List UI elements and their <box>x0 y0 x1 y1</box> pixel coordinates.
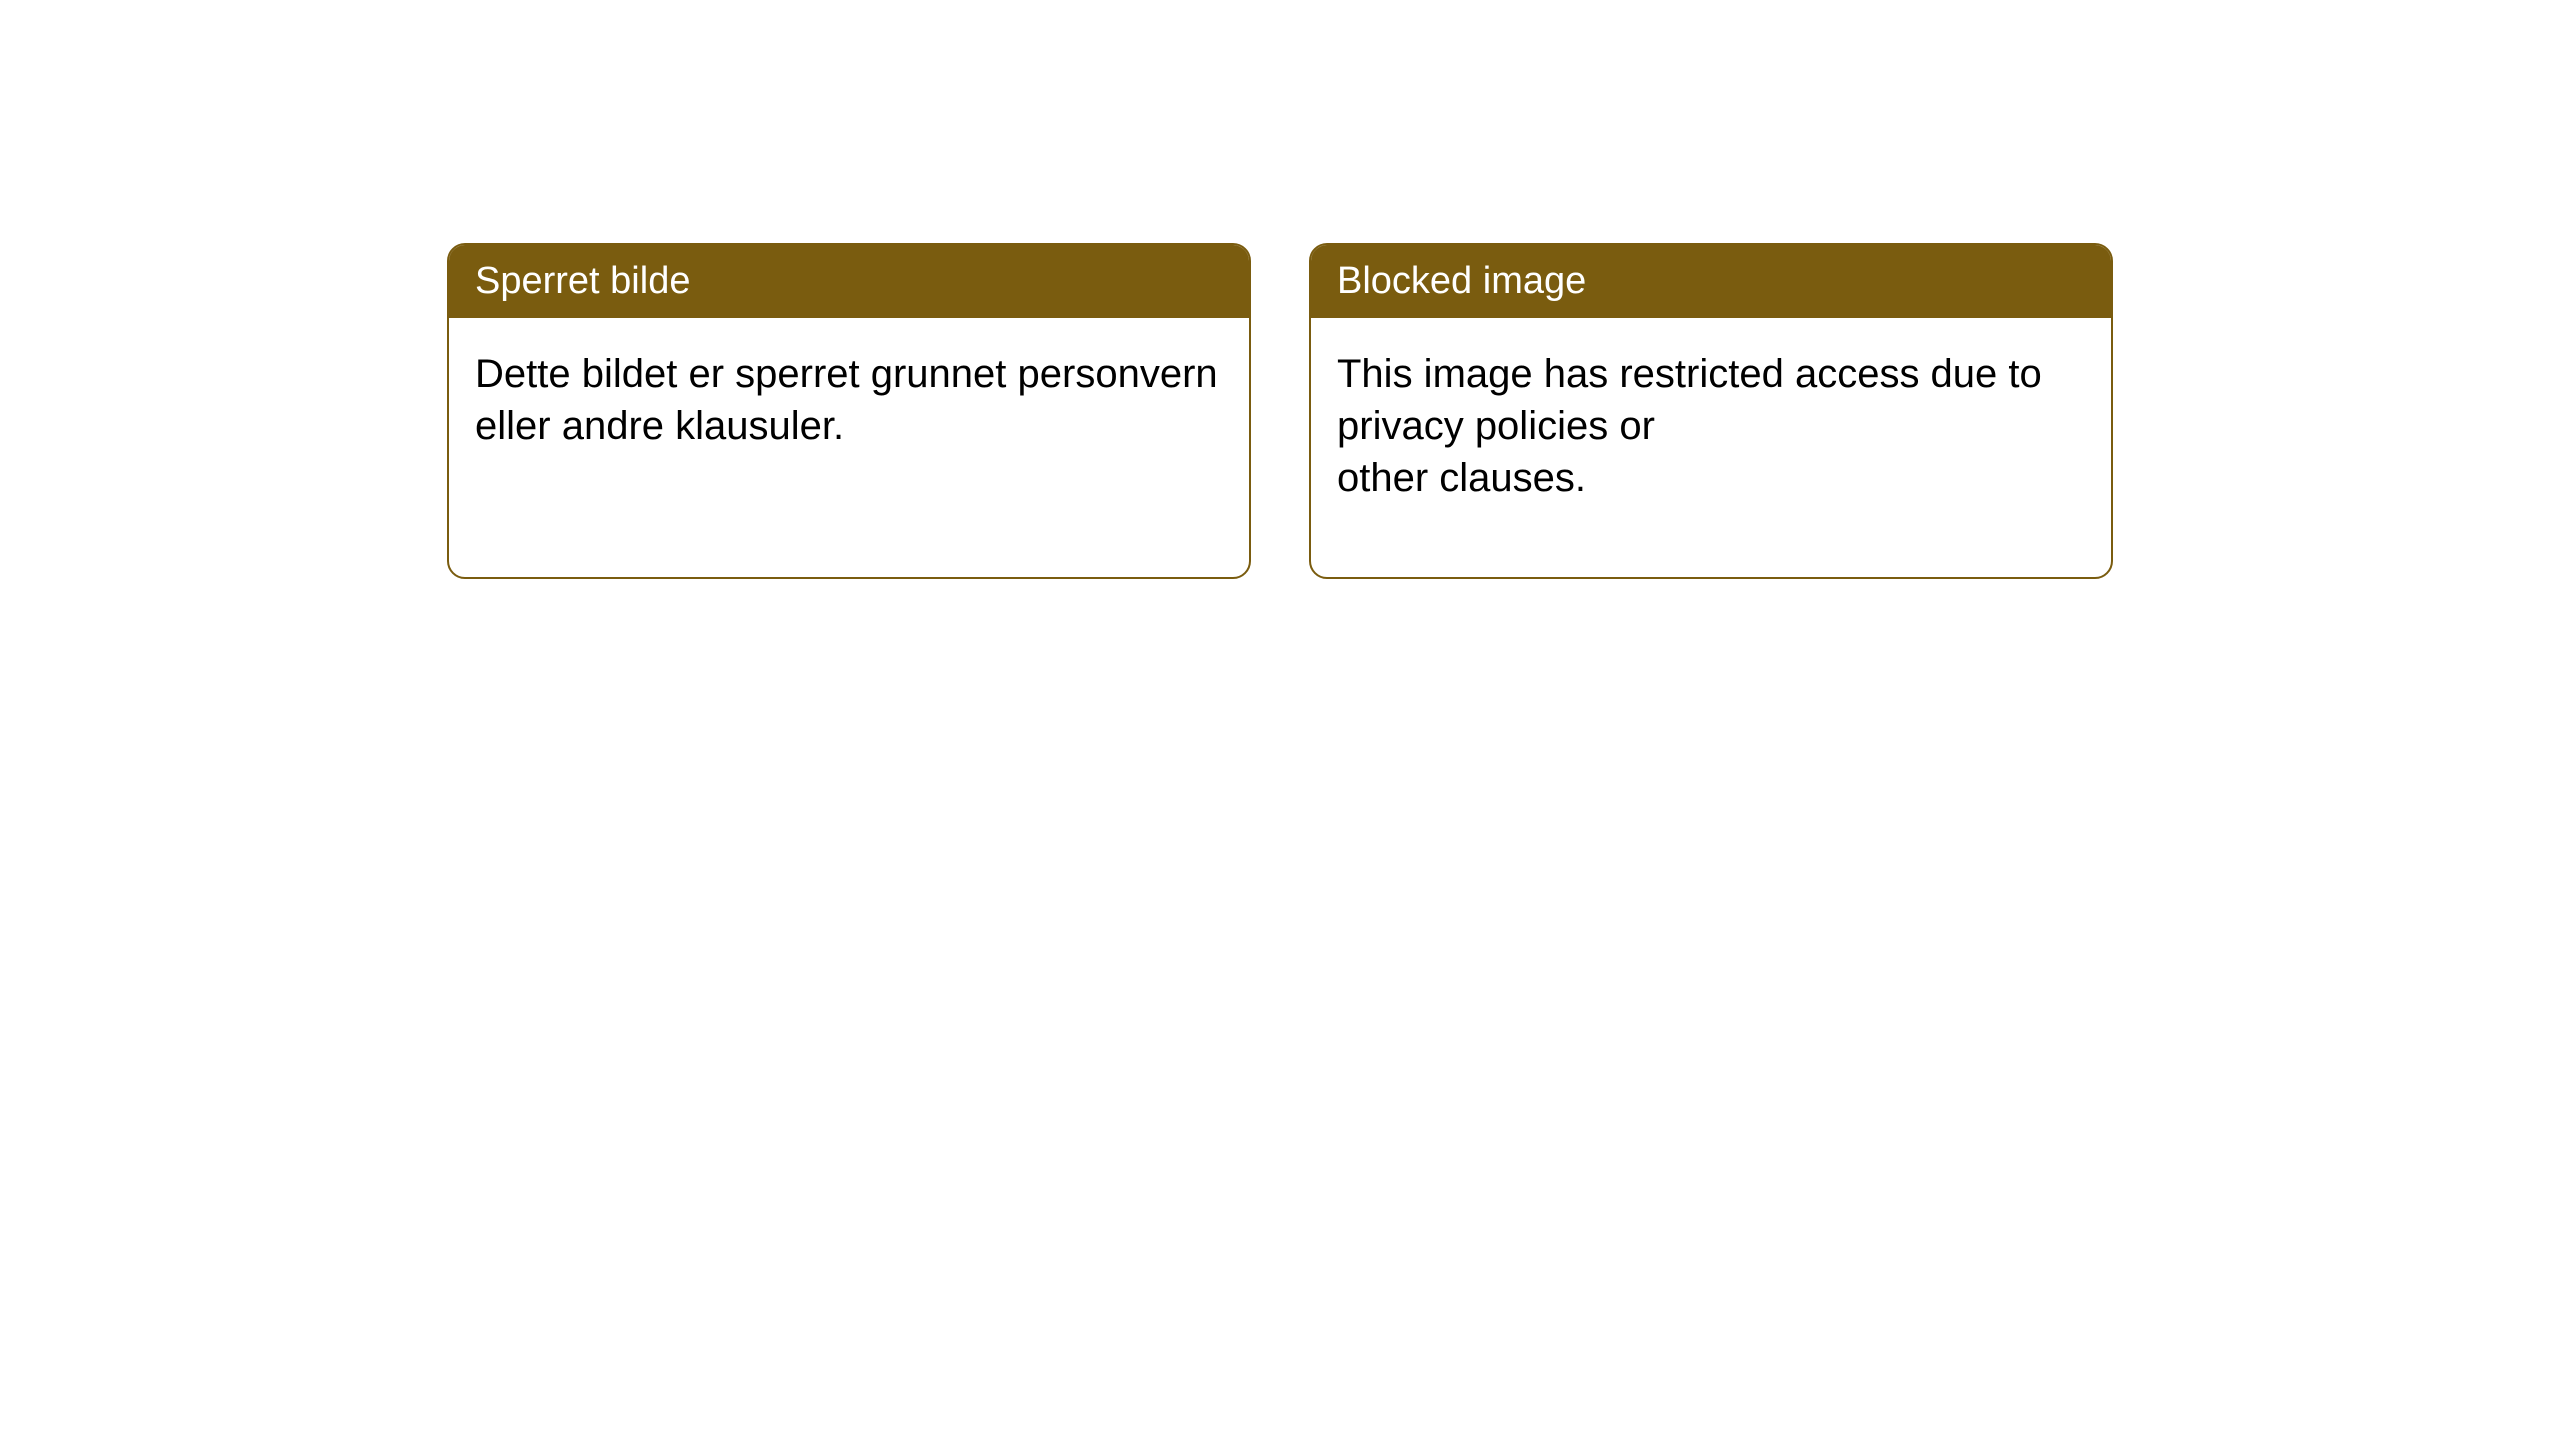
notice-title-norwegian: Sperret bilde <box>449 245 1249 318</box>
notice-container: Sperret bilde Dette bildet er sperret gr… <box>0 0 2560 579</box>
notice-card-norwegian: Sperret bilde Dette bildet er sperret gr… <box>447 243 1251 579</box>
notice-body-english: This image has restricted access due to … <box>1311 318 2111 534</box>
notice-card-english: Blocked image This image has restricted … <box>1309 243 2113 579</box>
notice-body-norwegian: Dette bildet er sperret grunnet personve… <box>449 318 1249 482</box>
notice-title-english: Blocked image <box>1311 245 2111 318</box>
